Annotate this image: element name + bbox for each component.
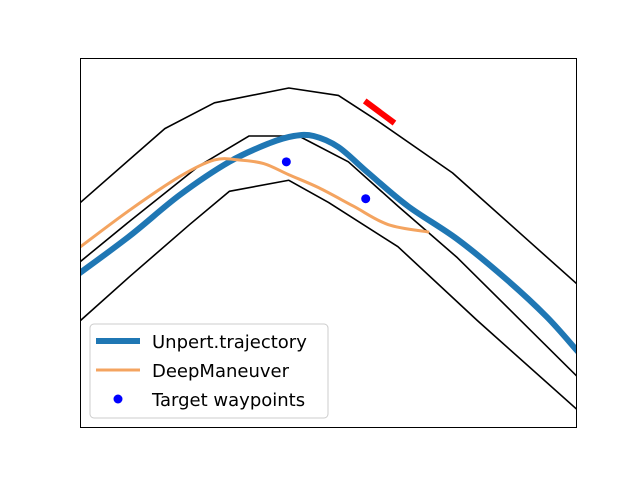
unpert-trajectory-line bbox=[80, 131, 577, 355]
perturbation-segment bbox=[362, 98, 397, 126]
waypoint-markers bbox=[281, 98, 397, 204]
legend-box bbox=[89, 323, 329, 419]
legend-label-unpert: Unpert.trajectory bbox=[152, 332, 307, 353]
legend-label-deepmaneuver: DeepManeuver bbox=[152, 361, 290, 382]
target-waypoint-1 bbox=[281, 157, 291, 167]
plot-area-frame bbox=[80, 58, 577, 428]
deepmaneuver-line bbox=[80, 157, 430, 249]
series-group bbox=[80, 131, 577, 355]
legend-label-waypoints: Target waypoints bbox=[151, 390, 305, 411]
road-edge-line-2 bbox=[80, 135, 577, 377]
legend: Unpert.trajectory DeepManeuver Target wa… bbox=[89, 323, 329, 419]
target-waypoint-2 bbox=[361, 194, 371, 204]
road-edge-line-3 bbox=[80, 179, 577, 410]
road-edges bbox=[80, 87, 577, 410]
road-edge-line-1 bbox=[80, 87, 577, 285]
legend-swatch-waypoints bbox=[113, 394, 123, 404]
